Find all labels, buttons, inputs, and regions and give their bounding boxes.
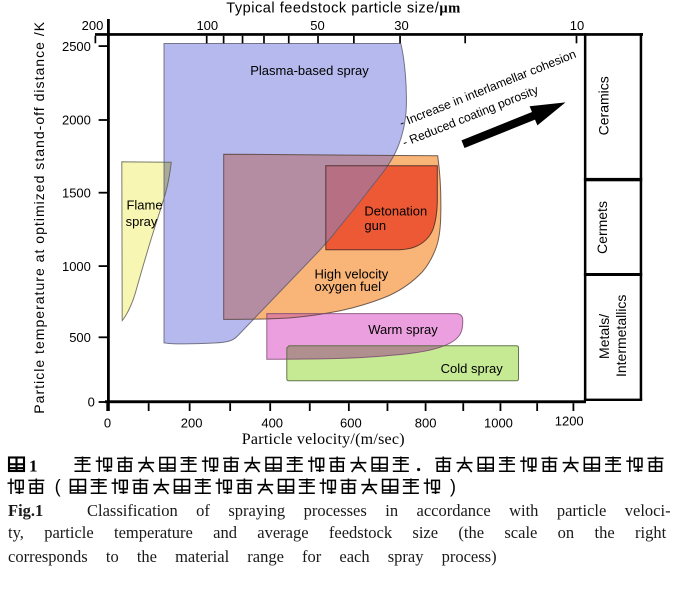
svg-text:Particle velocity/(m/sec): Particle velocity/(m/sec) <box>242 431 405 448</box>
svg-text:2500: 2500 <box>62 39 91 54</box>
svg-text:spray: spray <box>126 214 158 229</box>
svg-text:50: 50 <box>310 18 324 33</box>
svg-text:1500: 1500 <box>62 185 91 200</box>
svg-text:Particle temperature at optimi: Particle temperature at optimized stand-… <box>31 21 47 414</box>
svg-text:Typical feedstock particle siz: Typical feedstock particle size/μm <box>226 1 461 17</box>
svg-text:800: 800 <box>415 416 437 431</box>
svg-text:Cold spray: Cold spray <box>441 361 504 376</box>
svg-text:500: 500 <box>69 330 91 345</box>
svg-text:gun: gun <box>364 218 386 233</box>
svg-text:1000: 1000 <box>62 259 91 274</box>
svg-text:2000: 2000 <box>62 113 91 128</box>
svg-text:200: 200 <box>181 416 203 431</box>
svg-text:100: 100 <box>196 18 218 33</box>
svg-text:600: 600 <box>340 416 362 431</box>
svg-text:Metals/: Metals/ <box>596 314 612 359</box>
svg-text:10: 10 <box>570 18 584 33</box>
svg-text:Intermetallics: Intermetallics <box>613 295 629 377</box>
svg-text:Flame: Flame <box>126 198 162 213</box>
svg-text:1000: 1000 <box>484 416 513 431</box>
svg-text:Detonation: Detonation <box>364 204 427 219</box>
svg-text:(: ( <box>55 477 61 497</box>
svg-text:0: 0 <box>104 416 111 431</box>
svg-text:Warm spray: Warm spray <box>368 322 438 337</box>
svg-text:Ceramics: Ceramics <box>595 76 611 135</box>
svg-text:1200: 1200 <box>555 413 584 428</box>
svg-text:400: 400 <box>261 416 283 431</box>
svg-text:Cermets: Cermets <box>594 201 610 254</box>
svg-text:30: 30 <box>394 18 408 33</box>
svg-text:High velocity: High velocity <box>315 266 389 281</box>
svg-text:): ) <box>450 477 456 497</box>
svg-text:oxygen fuel: oxygen fuel <box>315 279 382 294</box>
svg-text:0: 0 <box>88 395 95 410</box>
svg-text:1: 1 <box>29 457 38 476</box>
svg-text:200: 200 <box>82 18 104 33</box>
svg-text:Plasma-based spray: Plasma-based spray <box>250 63 369 78</box>
